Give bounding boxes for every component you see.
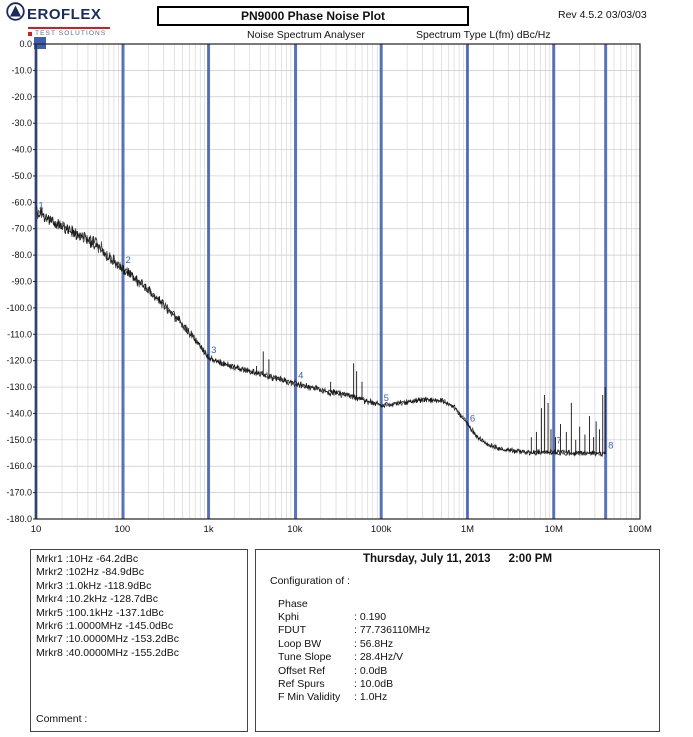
grid bbox=[36, 44, 640, 519]
y-tick-label: -30.0 bbox=[11, 118, 32, 128]
config-value: : 1.0Hz bbox=[354, 691, 388, 704]
timestamp: Thursday, July 11, 2013 2:00 PM bbox=[256, 553, 659, 565]
y-tick-label: -120.0 bbox=[6, 356, 32, 366]
config-row: Ref Spurs : 10.0dB bbox=[278, 678, 659, 691]
config-row: F Min Validity : 1.0Hz bbox=[278, 691, 659, 704]
plot-corner-marker bbox=[34, 37, 46, 49]
marker-number-label: 7 bbox=[556, 435, 561, 446]
x-tick-label: 100k bbox=[371, 524, 392, 535]
x-tick-label: 1k bbox=[204, 524, 214, 535]
config-label: Kphi bbox=[278, 611, 300, 623]
spur-lines bbox=[217, 351, 606, 454]
x-tick-label: 1M bbox=[461, 524, 474, 535]
y-tick-label: -160.0 bbox=[6, 461, 32, 471]
analyser-subtitle: Noise Spectrum Analyser bbox=[247, 29, 365, 41]
config-value: : 56.8Hz bbox=[354, 637, 394, 650]
marker-frequency-lines bbox=[34, 44, 608, 519]
page-title: PN9000 Phase Noise Plot bbox=[157, 6, 469, 26]
marker-number-label: 6 bbox=[470, 414, 475, 425]
marker-number-label: 5 bbox=[384, 393, 389, 404]
config-value: : 77.736110MHz bbox=[354, 624, 431, 637]
y-tick-label: -100.0 bbox=[6, 303, 32, 313]
x-tick-label: 100 bbox=[114, 524, 130, 535]
y-tick-label: -10.0 bbox=[11, 65, 32, 75]
config-value: : 0.0dB bbox=[354, 664, 388, 677]
x-tick-label: 100M bbox=[628, 524, 652, 535]
config-row: Loop BW : 56.8Hz bbox=[278, 638, 659, 651]
config-value: : 10.0dB bbox=[354, 678, 394, 691]
aeroflex-triangle-icon bbox=[6, 2, 25, 26]
marker-readout-list: Mrkr1 :10Hz -64.2dBc Mrkr2 :102Hz -84.9dB… bbox=[36, 553, 242, 660]
tagline-accent-square bbox=[28, 31, 32, 36]
x-tick-label: 10k bbox=[287, 524, 303, 535]
aeroflex-logo: EROFLEX TEST SOLUTIONS bbox=[6, 2, 136, 37]
y-tick-label: -60.0 bbox=[11, 197, 32, 207]
brand-tagline: TEST SOLUTIONS bbox=[35, 30, 107, 37]
config-label: Ref Spurs bbox=[278, 678, 325, 691]
comment-label: Comment : bbox=[36, 712, 88, 725]
time-text: 2:00 PM bbox=[508, 553, 553, 565]
y-tick-label: -70.0 bbox=[11, 224, 32, 234]
config-label: FDUT bbox=[278, 624, 306, 637]
y-tick-label: -180.0 bbox=[6, 514, 32, 524]
marker-number-label: 3 bbox=[211, 345, 216, 356]
y-tick-label: -20.0 bbox=[11, 92, 32, 102]
y-tick-label: -110.0 bbox=[7, 329, 32, 339]
phase-noise-chart: 1 2 3 4 5 6 7 8 0.0 -10.0 -20.0 -30.0 -40.0 -50.0 -60.… bbox=[6, 37, 652, 535]
config-row: Kphi : 0.190 bbox=[278, 611, 659, 624]
marker-readout-box: Mrkr1 :10Hz -64.2dBc Mrkr2 :102Hz -84.9dB… bbox=[30, 549, 248, 732]
config-value: : 28.4Hz/V bbox=[354, 651, 404, 664]
config-label: Tune Slope bbox=[278, 651, 332, 664]
x-tick-label: 10M bbox=[544, 524, 563, 535]
marker-readout-row: Mrkr8 :40.0000MHz -155.2dBc bbox=[36, 646, 179, 659]
marker-readout-row: Mrkr2 :102Hz -84.9dBc bbox=[36, 566, 144, 579]
config-label: Offset Ref bbox=[278, 664, 326, 677]
config-rows: Kphi : 0.190 FDUT : 77.736110MHz Loop BW : 56… bbox=[278, 611, 659, 705]
y-tick-label: -140.0 bbox=[6, 408, 32, 418]
y-tick-label: -150.0 bbox=[6, 435, 32, 445]
spectrum-type-label: Spectrum Type L(fm) dBc/Hz bbox=[416, 29, 551, 41]
revision-label: Rev 4.5.2 03/03/03 bbox=[558, 9, 647, 21]
config-section-title: Phase bbox=[278, 598, 308, 610]
config-row: Offset Ref : 0.0dB bbox=[278, 665, 659, 678]
config-value: : 0.190 bbox=[354, 611, 387, 623]
y-tick-label: -50.0 bbox=[11, 171, 32, 181]
y-tick-label: -80.0 bbox=[11, 250, 32, 260]
marker-number-label: 1 bbox=[39, 200, 44, 211]
config-row: FDUT : 77.736110MHz bbox=[278, 624, 659, 637]
marker-number-label: 8 bbox=[608, 441, 613, 452]
y-tick-label: -170.0 bbox=[6, 488, 32, 498]
config-row: Tune Slope : 28.4Hz/V bbox=[278, 651, 659, 664]
y-tick-label: -40.0 bbox=[11, 145, 32, 155]
marker-readout-row: Mrkr4 :10.2kHz -128.7dBc bbox=[36, 593, 158, 606]
configuration-box: Thursday, July 11, 2013 2:00 PM Configur… bbox=[255, 549, 660, 732]
y-tick-label: 0.0 bbox=[19, 39, 32, 49]
phase-noise-trace bbox=[35, 206, 607, 458]
x-tick-label: 10 bbox=[31, 524, 42, 535]
config-label: Loop BW bbox=[278, 637, 322, 650]
y-tick-label: -130.0 bbox=[6, 382, 32, 392]
marker-number-label: 2 bbox=[126, 255, 131, 266]
brand-text: EROFLEX bbox=[27, 5, 102, 23]
marker-readout-row: Mrkr7 :10.0000MHz -153.2dBc bbox=[36, 633, 179, 646]
marker-readout-row: Mrkr1 :10Hz -64.2dBc bbox=[36, 553, 139, 565]
config-label: F Min Validity bbox=[278, 691, 341, 704]
marker-readout-row: Mrkr5 :100.1kHz -137.1dBc bbox=[36, 606, 164, 619]
logo-underline bbox=[28, 27, 110, 29]
marker-readout-row: Mrkr6 :1.0000MHz -145.0dBc bbox=[36, 620, 174, 633]
marker-readout-row: Mrkr3 :1.0kHz -118.9dBc bbox=[36, 579, 152, 592]
marker-number-label: 4 bbox=[298, 371, 303, 382]
date-text: Thursday, July 11, 2013 bbox=[362, 553, 491, 565]
configuration-of-label: Configuration of : bbox=[270, 575, 350, 587]
y-tick-label: -90.0 bbox=[11, 277, 32, 287]
